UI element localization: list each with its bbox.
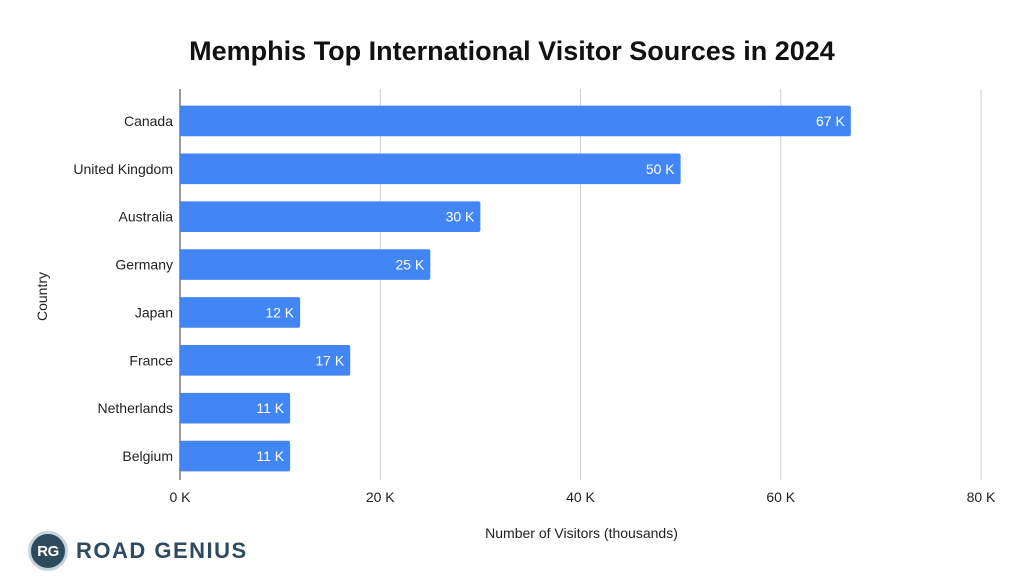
data-label: 11 K [256,448,284,464]
x-tick-label: 40 K [566,489,595,505]
bars [180,105,851,472]
chart-title: Memphis Top International Visitor Source… [189,36,835,66]
data-label: 67 K [816,113,845,129]
x-axis-title: Number of Visitors (thousands) [485,525,678,541]
data-label: 12 K [265,304,294,320]
category-label: Canada [124,113,173,129]
category-label: Germany [115,257,173,273]
bar [180,201,481,233]
bar [180,249,431,280]
x-tick-label: 80 K [967,489,996,505]
data-label: 30 K [446,209,475,225]
bar [180,440,291,472]
data-label: 17 K [315,352,344,368]
category-label: Australia [119,209,174,225]
bar [180,105,851,137]
x-tick-label: 0 K [169,489,191,505]
category-label: Belgium [122,448,173,464]
category-label: Japan [135,304,173,320]
bar [180,297,301,328]
gridlines [179,89,982,480]
data-label: 50 K [646,161,675,177]
category-label: France [129,352,173,368]
data-label: 11 K [256,400,284,416]
bar [180,344,351,376]
x-tick-label: 20 K [366,489,395,505]
data-label: 25 K [396,257,425,273]
category-label: Netherlands [98,400,174,416]
logo-wordmark: ROAD GENIUS [76,538,248,563]
y-axis-title: Country [34,272,50,321]
x-tick-label: 60 K [766,489,795,505]
road-genius-logo: RG ROAD GENIUS [28,529,248,573]
logo-badge-icon: RG [28,531,68,571]
bar [180,392,291,424]
category-label: United Kingdom [73,161,173,177]
labels: 0 K 20 K 40 K 60 K 80 K Canada 67 K United King… [73,113,996,505]
bar [180,153,681,185]
